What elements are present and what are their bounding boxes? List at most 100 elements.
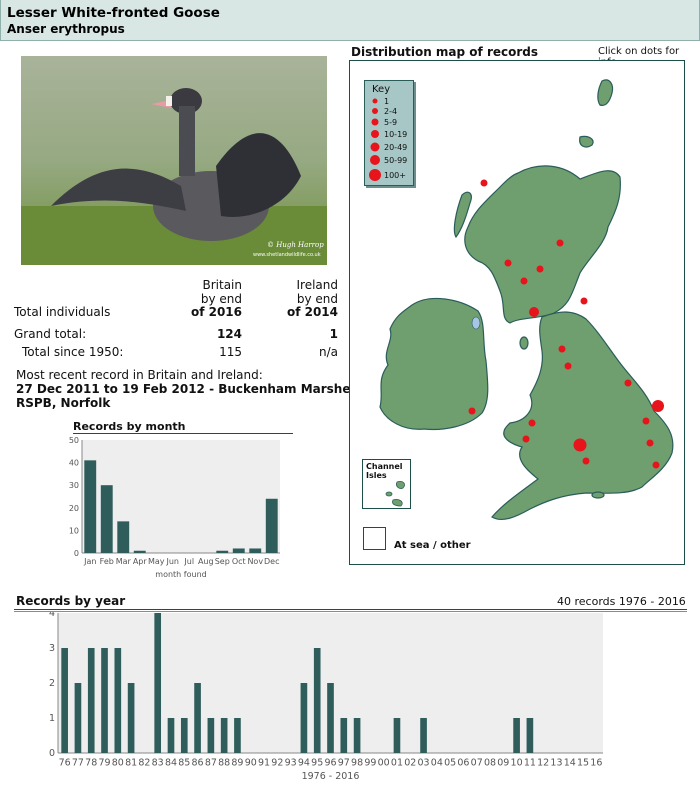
photo-credit-name: © Hugh Harrop bbox=[267, 241, 324, 249]
bar[interactable] bbox=[167, 718, 175, 753]
x-tick-label: Aug bbox=[198, 557, 214, 566]
bar[interactable] bbox=[74, 683, 82, 753]
recent-record-dates[interactable]: 27 Dec 2011 to 19 Feb 2012 - Buckenham M… bbox=[16, 382, 358, 396]
y-tick-label: 0 bbox=[49, 748, 55, 759]
bar[interactable] bbox=[249, 548, 262, 553]
record-dot[interactable] bbox=[522, 435, 530, 443]
month-chart-rule bbox=[73, 433, 293, 434]
x-axis-label: month found bbox=[155, 570, 206, 579]
record-dot[interactable] bbox=[536, 265, 544, 273]
x-tick-label: 14 bbox=[564, 758, 576, 769]
bar[interactable] bbox=[327, 683, 334, 753]
bar[interactable] bbox=[117, 521, 130, 553]
at-sea-label: At sea / other bbox=[394, 540, 471, 551]
y-tick-label: 2 bbox=[49, 678, 55, 689]
bar[interactable] bbox=[154, 613, 162, 753]
x-tick-label: 80 bbox=[112, 758, 124, 769]
record-dot[interactable] bbox=[520, 277, 528, 285]
x-tick-label: 05 bbox=[444, 758, 456, 769]
year-chart-title: Records by year bbox=[16, 594, 126, 608]
record-dot[interactable] bbox=[504, 259, 512, 267]
y-tick-label: 40 bbox=[69, 459, 79, 468]
bar[interactable] bbox=[340, 718, 348, 753]
record-dot[interactable] bbox=[558, 345, 566, 353]
x-tick-label: 89 bbox=[231, 758, 243, 769]
bar[interactable] bbox=[180, 718, 188, 753]
x-tick-label: 77 bbox=[72, 758, 84, 769]
bar[interactable] bbox=[114, 648, 122, 753]
record-dot[interactable] bbox=[582, 457, 590, 465]
grand-total-britain: 124 bbox=[216, 327, 242, 341]
bar[interactable] bbox=[101, 648, 108, 753]
x-tick-label: 01 bbox=[391, 758, 403, 769]
bar[interactable] bbox=[265, 498, 278, 553]
record-dot[interactable] bbox=[652, 400, 664, 412]
bar[interactable] bbox=[207, 718, 215, 753]
bar[interactable] bbox=[232, 548, 245, 553]
y-tick-label: 20 bbox=[69, 504, 79, 513]
year-chart-summary: 40 records 1976 - 2016 bbox=[557, 595, 686, 608]
record-dot[interactable] bbox=[624, 379, 632, 387]
record-dot[interactable] bbox=[529, 307, 539, 317]
bar[interactable] bbox=[216, 550, 229, 553]
x-tick-label: 92 bbox=[271, 758, 283, 769]
x-tick-label: 94 bbox=[298, 758, 310, 769]
record-dot[interactable] bbox=[642, 417, 650, 425]
x-tick-label: 79 bbox=[98, 758, 110, 769]
x-tick-label: Apr bbox=[133, 557, 148, 566]
bar[interactable] bbox=[353, 718, 361, 753]
x-tick-label: 93 bbox=[285, 758, 297, 769]
bar[interactable] bbox=[300, 683, 308, 753]
map-title: Distribution map of records bbox=[351, 45, 539, 59]
y-tick-label: 30 bbox=[69, 481, 79, 490]
bar[interactable] bbox=[513, 718, 520, 753]
recent-record-site[interactable]: RSPB, Norfolk bbox=[16, 396, 111, 410]
grand-total-ireland: 1 bbox=[329, 327, 338, 341]
bar[interactable] bbox=[194, 683, 201, 753]
y-tick-label: 4 bbox=[49, 612, 55, 619]
record-dot[interactable] bbox=[564, 362, 572, 370]
bar[interactable] bbox=[61, 648, 68, 753]
bar[interactable] bbox=[84, 460, 97, 553]
x-tick-label: Dec bbox=[264, 557, 279, 566]
record-dot[interactable] bbox=[468, 407, 476, 415]
x-tick-label: 83 bbox=[152, 758, 164, 769]
x-tick-label: 12 bbox=[537, 758, 549, 769]
bar[interactable] bbox=[87, 648, 95, 753]
britain-col-line1: Britain bbox=[202, 278, 243, 292]
key-title: Key bbox=[372, 84, 391, 95]
bar[interactable] bbox=[127, 683, 135, 753]
ireland-col-line2: by end bbox=[296, 292, 338, 306]
bar[interactable] bbox=[420, 718, 427, 753]
channel-isles-inset[interactable]: Channel Isles bbox=[362, 459, 411, 509]
goose-photo-image: © Hugh Harrop www.shetlandwildlife.co.uk bbox=[21, 56, 327, 265]
bar[interactable] bbox=[133, 550, 146, 553]
record-dot[interactable] bbox=[652, 461, 660, 469]
bar[interactable] bbox=[393, 718, 401, 753]
x-tick-label: 95 bbox=[311, 758, 323, 769]
record-dot[interactable] bbox=[556, 239, 564, 247]
species-latin-name: Anser erythropus bbox=[7, 22, 125, 36]
x-tick-label: 13 bbox=[550, 758, 562, 769]
total-individuals-label: Total individuals bbox=[14, 305, 111, 319]
grand-total-label: Grand total: bbox=[14, 327, 87, 341]
x-tick-label: Sep bbox=[215, 557, 230, 566]
record-dot[interactable] bbox=[573, 438, 587, 452]
since1950-label: Total since 1950: bbox=[22, 345, 124, 359]
record-dot[interactable] bbox=[580, 297, 588, 305]
at-sea-box[interactable] bbox=[363, 527, 386, 550]
record-dot[interactable] bbox=[528, 419, 536, 427]
bar[interactable] bbox=[313, 648, 321, 753]
bar[interactable] bbox=[220, 718, 228, 753]
bar[interactable] bbox=[234, 718, 241, 753]
record-dot[interactable] bbox=[480, 179, 488, 187]
x-tick-label: 85 bbox=[178, 758, 190, 769]
y-tick-label: 3 bbox=[49, 643, 55, 654]
ireland-land bbox=[379, 297, 489, 431]
x-axis-label: 1976 - 2016 bbox=[302, 771, 360, 782]
bar[interactable] bbox=[100, 485, 113, 553]
x-tick-label: 99 bbox=[364, 758, 376, 769]
bar[interactable] bbox=[526, 718, 534, 753]
record-dot[interactable] bbox=[646, 439, 654, 447]
